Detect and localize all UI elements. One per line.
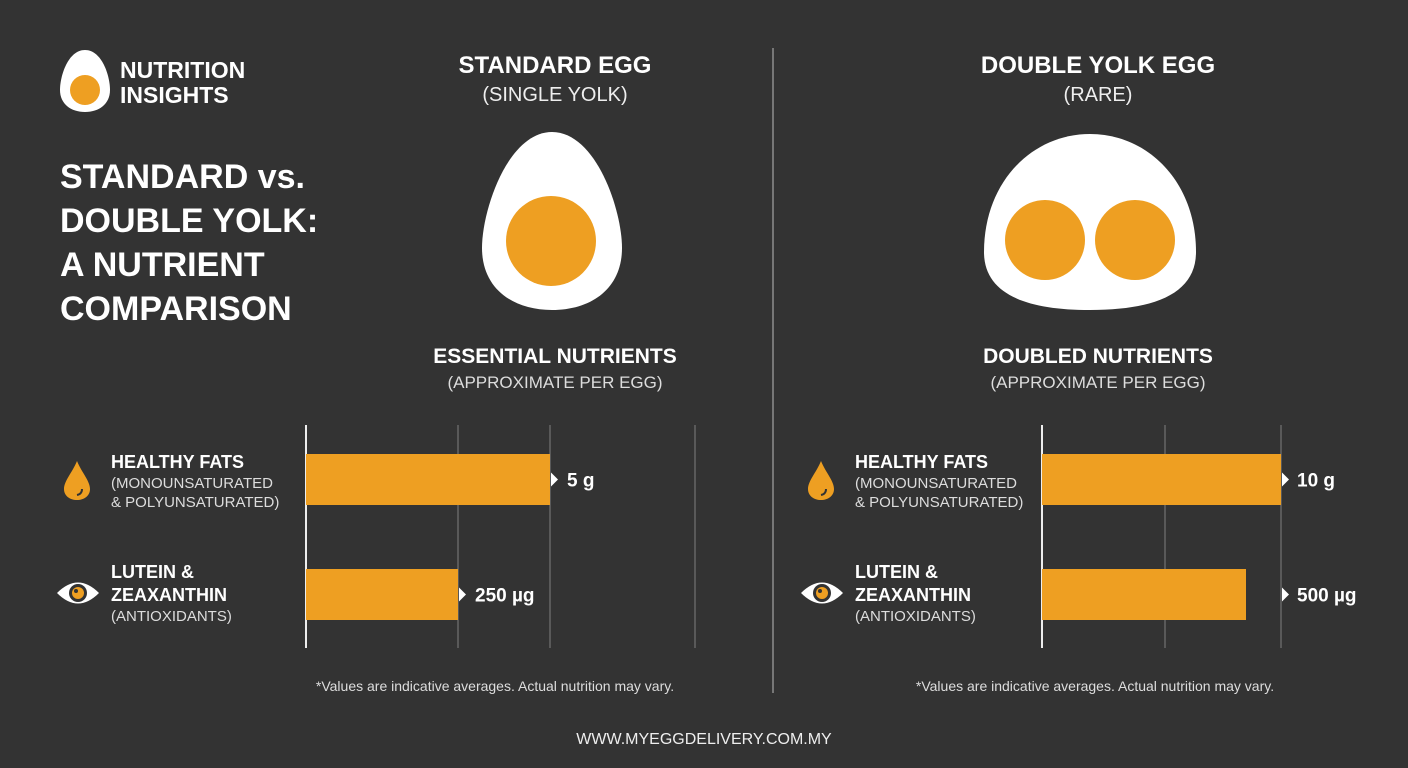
chart-subtitle: (APPROXIMATE PER EGG) (447, 373, 663, 392)
category-name: LUTEIN & (855, 562, 938, 582)
drop-icon (64, 461, 90, 500)
standard-egg-subtitle: (SINGLE YOLK) (482, 84, 628, 106)
logo-line: NUTRITION (120, 57, 246, 83)
title-line: COMPARISON (60, 290, 292, 328)
title-line: A NUTRIENT (60, 246, 265, 284)
data-label: 500 µg (1297, 586, 1357, 607)
footnote: *Values are indicative averages. Actual … (915, 678, 1275, 694)
category-sub: (MONOUNSATURATED (111, 475, 273, 492)
category-name: LUTEIN & (111, 562, 194, 582)
value-pointer-icon (459, 587, 466, 602)
value-pointer-icon (551, 472, 558, 487)
label-healthy-fats: HEALTHY FATS (MONOUNSATURATED & POLYUNSA… (855, 451, 1023, 512)
data-label: 10 g (1297, 471, 1335, 492)
label-lutein: LUTEIN & ZEAXANTHIN (ANTIOXIDANTS) (111, 561, 232, 626)
divider (772, 48, 774, 693)
value-pointer-icon (1282, 472, 1289, 487)
category-name: ZEAXANTHIN (111, 585, 227, 605)
single-yolk-egg-icon (482, 132, 622, 310)
logo-text: NUTRITION INSIGHTS (120, 58, 245, 108)
category-name: ZEAXANTHIN (855, 585, 971, 605)
category-name: HEALTHY FATS (111, 452, 245, 472)
double-yolk-subtitle: (RARE) (1063, 84, 1133, 106)
logo-line: INSIGHTS (120, 82, 229, 108)
eye-icon (57, 582, 99, 604)
footnote: *Values are indicative averages. Actual … (315, 678, 675, 694)
standard-egg-title: STANDARD EGG (458, 52, 652, 79)
chart-title: DOUBLED NUTRIENTS (983, 345, 1213, 368)
title-line: STANDARD vs. (60, 158, 305, 196)
category-sub: & POLYUNSATURATED) (855, 494, 1024, 511)
category-sub: (MONOUNSATURATED (855, 475, 1017, 492)
double-yolk-title: DOUBLE YOLK EGG (980, 52, 1216, 79)
label-healthy-fats: HEALTHY FATS (MONOUNSATURATED & POLYUNSA… (111, 451, 279, 512)
title-line: DOUBLE YOLK: (60, 202, 319, 240)
bar (1042, 569, 1246, 620)
bar (306, 569, 458, 620)
category-name: HEALTHY FATS (855, 452, 989, 472)
egg-logo-icon (60, 50, 110, 112)
chart-subtitle: (APPROXIMATE PER EGG) (990, 373, 1206, 392)
label-lutein: LUTEIN & ZEAXANTHIN (ANTIOXIDANTS) (855, 561, 976, 626)
category-sub: (ANTIOXIDANTS) (855, 608, 976, 625)
data-label: 250 µg (475, 586, 535, 607)
data-label: 5 g (567, 471, 594, 492)
bar (1042, 454, 1281, 505)
page-title: STANDARD vs. DOUBLE YOLK: A NUTRIENT COM… (60, 155, 318, 331)
eye-icon (801, 582, 843, 604)
double-yolk-egg-icon (984, 134, 1196, 310)
website-url[interactable]: WWW.MYEGGDELIVERY.COM.MY (576, 731, 832, 748)
chart-title: ESSENTIAL NUTRIENTS (433, 345, 677, 368)
drop-icon (808, 461, 834, 500)
category-sub: (ANTIOXIDANTS) (111, 608, 232, 625)
category-sub: & POLYUNSATURATED) (111, 494, 280, 511)
value-pointer-icon (1282, 587, 1289, 602)
bar (306, 454, 550, 505)
